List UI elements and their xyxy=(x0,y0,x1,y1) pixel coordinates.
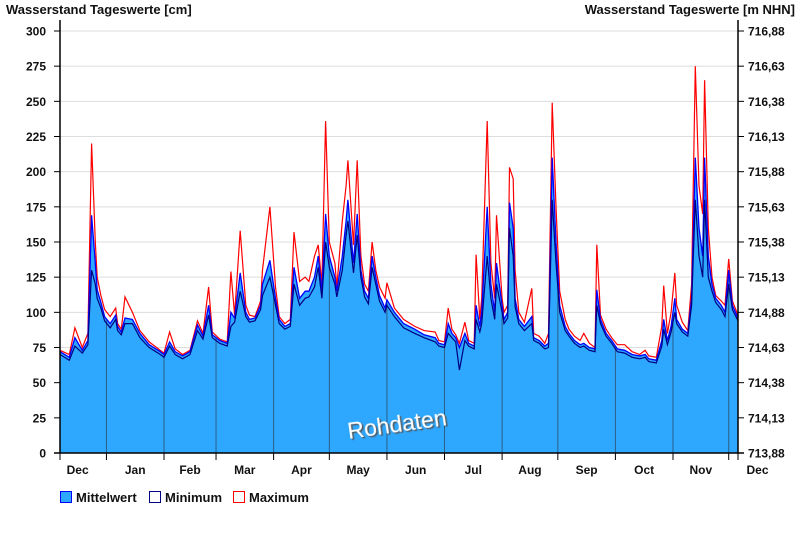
legend-item: Maximum xyxy=(233,490,309,505)
x-tick-label: Aug xyxy=(518,463,541,477)
y-tick-label-left: 0 xyxy=(39,447,46,461)
y-tick-label-right: 714,38 xyxy=(748,376,785,390)
left-axis-title: Wasserstand Tageswerte [cm] xyxy=(6,2,192,17)
y-tick-label-left: 50 xyxy=(33,376,47,390)
y-tick-label-right: 716,88 xyxy=(748,25,785,39)
y-tick-label-left: 200 xyxy=(26,165,46,179)
y-tick-label-right: 715,38 xyxy=(748,236,785,250)
minimum-line xyxy=(59,199,739,371)
y-tick-label-right: 715,63 xyxy=(748,200,785,214)
axes: 0 713,88 25 714,13 50 714,38 75 714,63 100 714,88… xyxy=(26,20,785,477)
x-tick-label: Jan xyxy=(125,463,146,477)
legend-item: Minimum xyxy=(149,490,222,505)
y-tick-label-right: 715,88 xyxy=(748,165,785,179)
legend-swatch xyxy=(149,491,161,503)
legend-swatch xyxy=(233,491,245,503)
legend: Mittelwert Minimum Maximum xyxy=(60,490,309,505)
right-axis-title: Wasserstand Tageswerte [m NHN] xyxy=(585,2,795,17)
x-tick-label: Oct xyxy=(634,463,654,477)
x-tick-label: Jun xyxy=(405,463,426,477)
legend-label: Mittelwert xyxy=(76,490,137,505)
y-tick-label-left: 25 xyxy=(33,411,47,425)
y-tick-label-right: 714,63 xyxy=(748,341,785,355)
y-tick-label-left: 175 xyxy=(26,200,46,214)
y-tick-label-right: 714,88 xyxy=(748,306,785,320)
maximum-line xyxy=(59,66,739,359)
y-tick-label-left: 275 xyxy=(26,60,46,74)
y-tick-label-left: 100 xyxy=(26,306,46,320)
x-tick-label: Nov xyxy=(690,463,713,477)
y-tick-label-left: 225 xyxy=(26,130,46,144)
legend-label: Maximum xyxy=(249,490,309,505)
legend-label: Minimum xyxy=(165,490,222,505)
x-tick-label: May xyxy=(346,463,370,477)
y-tick-label-right: 716,63 xyxy=(748,60,785,74)
y-tick-label-left: 125 xyxy=(26,271,46,285)
x-tick-label: Dec xyxy=(67,463,89,477)
x-tick-label: Dec xyxy=(746,463,768,477)
legend-item: Mittelwert xyxy=(60,490,137,505)
y-tick-label-left: 250 xyxy=(26,95,46,109)
y-tick-label-right: 716,38 xyxy=(748,95,785,109)
y-tick-label-right: 714,13 xyxy=(748,411,785,425)
y-tick-label-left: 300 xyxy=(26,25,46,39)
x-tick-label: Sep xyxy=(576,463,598,477)
legend-swatch xyxy=(60,491,72,503)
mean-area xyxy=(60,157,738,453)
x-tick-label: Feb xyxy=(179,463,200,477)
y-tick-label-left: 75 xyxy=(33,341,47,355)
y-tick-label-left: 150 xyxy=(26,236,46,250)
y-tick-label-right: 713,88 xyxy=(748,447,785,461)
x-tick-label: Apr xyxy=(291,463,312,477)
mean-line xyxy=(59,157,739,361)
y-tick-label-right: 715,13 xyxy=(748,271,785,285)
x-tick-label: Jul xyxy=(465,463,482,477)
x-tick-label: Mar xyxy=(234,463,256,477)
y-tick-label-right: 716,13 xyxy=(748,130,785,144)
